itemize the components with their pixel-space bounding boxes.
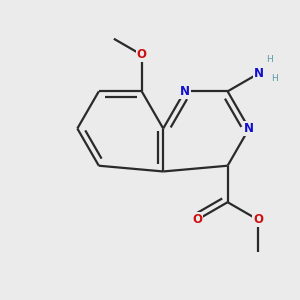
Text: N: N: [244, 122, 254, 135]
Text: O: O: [253, 213, 263, 226]
Text: H: H: [271, 74, 278, 82]
Text: N: N: [180, 85, 190, 98]
Text: H: H: [266, 55, 273, 64]
Text: O: O: [192, 213, 202, 226]
Text: N: N: [254, 67, 264, 80]
Text: O: O: [137, 48, 147, 62]
